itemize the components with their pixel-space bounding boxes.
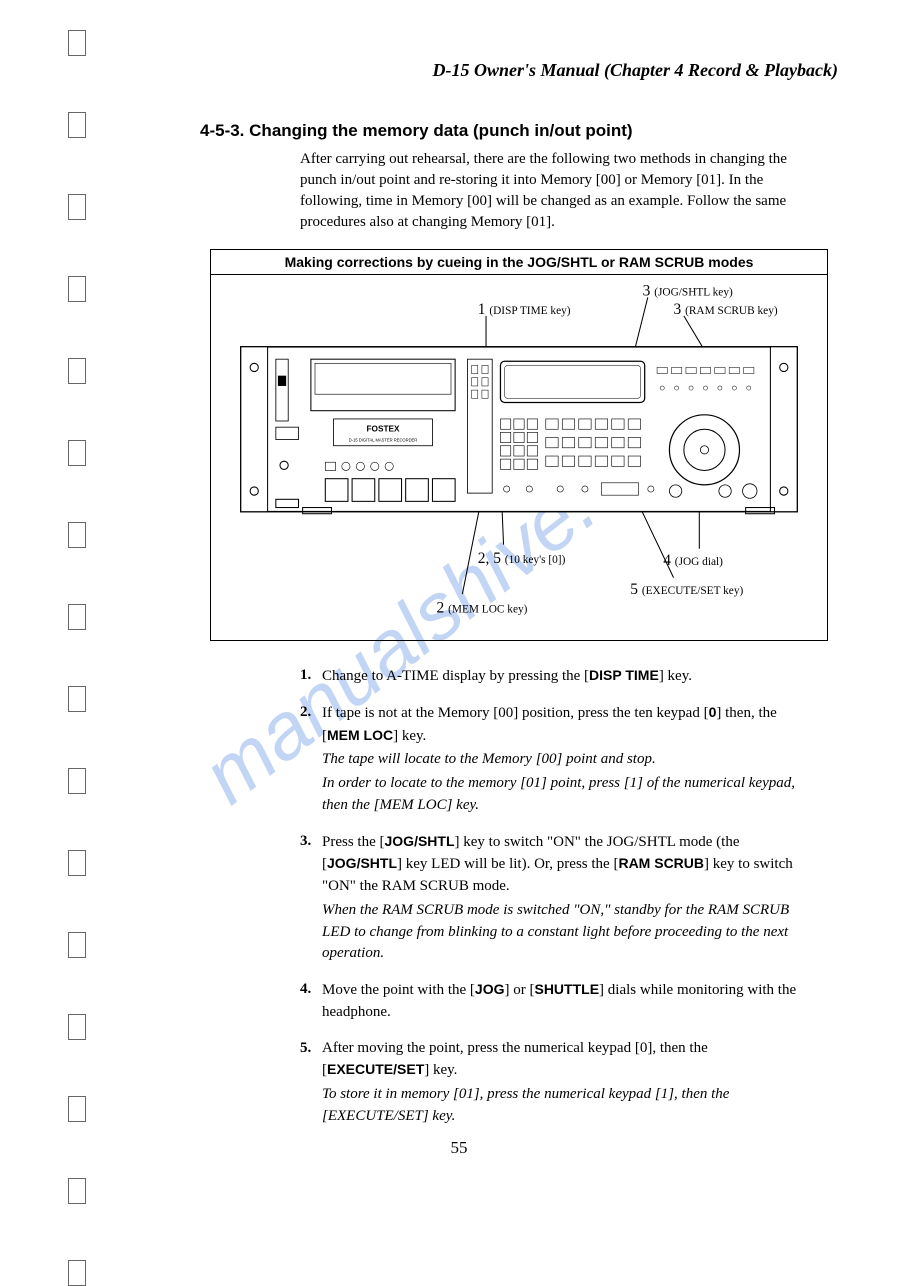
intro-paragraph: After carrying out rehearsal, there are … [300, 149, 818, 233]
step-body: Change to A-TIME display by pressing the… [322, 665, 818, 688]
section-number: 4-5-3. [200, 121, 244, 140]
device-diagram-container: 1 (DISP TIME key) 3 (JOG/SHTL key) 3 (RAM … [210, 275, 828, 641]
callout-label: 2 (MEM LOC key) [437, 600, 528, 617]
procedure-step: 3.Press the [JOG/SHTL] key to switch "ON… [300, 831, 818, 966]
step-text: If tape is not at the Memory [00] positi… [322, 705, 777, 744]
step-note: In order to locate to the memory [01] po… [322, 773, 818, 817]
binding-hole [68, 1178, 86, 1204]
step-text: Press the [JOG/SHTL] key to switch "ON" … [322, 834, 793, 895]
brand-text: FOSTEX [367, 424, 400, 433]
step-text: After moving the point, press the numeri… [322, 1040, 708, 1079]
binding-hole [68, 1260, 86, 1286]
device-body: FOSTEX D-15 DIGITAL MASTER RECORDER [241, 347, 797, 514]
callout-label: 2, 5 (10 key's [0]) [478, 550, 566, 567]
step-note: When the RAM SCRUB mode is switched "ON,… [322, 900, 818, 965]
section-heading: Changing the memory data (punch in/out p… [249, 121, 632, 140]
device-diagram: 1 (DISP TIME key) 3 (JOG/SHTL key) 3 (RAM … [221, 285, 817, 625]
callout-label: 4 (JOG dial) [663, 552, 723, 569]
step-number: 4. [300, 979, 322, 1024]
step-note: The tape will locate to the Memory [00] … [322, 749, 818, 771]
step-number: 2. [300, 702, 322, 817]
callout-label: 3 (RAM SCRUB key) [674, 301, 778, 318]
step-body: After moving the point, press the numeri… [322, 1038, 818, 1128]
section-title: 4-5-3. Changing the memory data (punch i… [200, 121, 848, 141]
callout-label: 3 (JOG/SHTL key) [643, 285, 733, 299]
step-text: Change to A-TIME display by pressing the… [322, 668, 692, 684]
step-body: Move the point with the [JOG] or [SHUTTL… [322, 979, 818, 1024]
steps-list: 1.Change to A-TIME display by pressing t… [300, 665, 818, 1128]
procedure-step: 2.If tape is not at the Memory [00] posi… [300, 702, 818, 817]
page-number: 55 [0, 1138, 918, 1158]
step-text: Move the point with the [JOG] or [SHUTTL… [322, 982, 796, 1020]
step-number: 1. [300, 665, 322, 688]
callout-label: 1 (DISP TIME key) [478, 301, 571, 318]
step-body: Press the [JOG/SHTL] key to switch "ON" … [322, 831, 818, 966]
step-number: 5. [300, 1038, 322, 1128]
brand-subtitle: D-15 DIGITAL MASTER RECORDER [349, 438, 418, 443]
procedure-step: 5.After moving the point, press the nume… [300, 1038, 818, 1128]
callout-label: 5 (EXECUTE/SET key) [630, 581, 743, 598]
manual-page: D-15 Owner's Manual (Chapter 4 Record & … [0, 0, 918, 1182]
step-number: 3. [300, 831, 322, 966]
subsection-title-box: Making corrections by cueing in the JOG/… [210, 249, 828, 275]
page-header: D-15 Owner's Manual (Chapter 4 Record & … [60, 60, 848, 81]
procedure-step: 4. Move the point with the [JOG] or [SHU… [300, 979, 818, 1024]
step-body: If tape is not at the Memory [00] positi… [322, 702, 818, 817]
procedure-step: 1.Change to A-TIME display by pressing t… [300, 665, 818, 688]
step-note: To store it in memory [01], press the nu… [322, 1084, 818, 1128]
